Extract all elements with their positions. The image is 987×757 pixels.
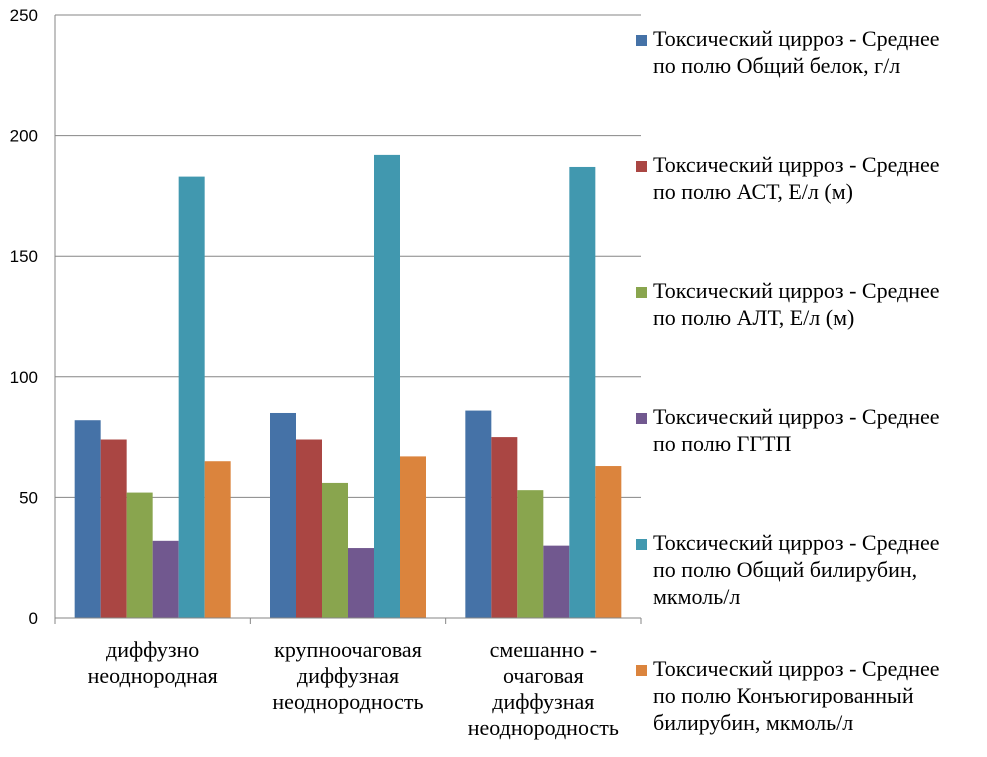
bar: [543, 545, 570, 618]
legend-label-line: Токсический цирроз - Среднее: [653, 530, 940, 555]
bar: [74, 420, 101, 618]
y-tick-label: 250: [10, 6, 38, 25]
x-category-line: диффузная: [297, 663, 399, 688]
bar: [322, 482, 348, 618]
y-tick-label: 100: [10, 368, 38, 387]
legend-label-line: Токсический цирроз - Среднее: [653, 152, 940, 177]
legend-label-line: билирубин, мкмоль/л: [653, 710, 853, 735]
legend-label-line: по полю АСТ, Е/л (м): [653, 179, 853, 204]
legend-label-line: Токсический цирроз - Среднее: [653, 404, 940, 429]
legend-entry: Токсический цирроз - Среднее по полю Конъ…: [636, 656, 940, 735]
bar: [296, 439, 322, 618]
legend-label: Токсический цирроз - Среднее по полю Конъ…: [653, 656, 940, 735]
legend-swatch: [636, 35, 647, 46]
legend-label-line: Токсический цирроз - Среднее: [653, 278, 940, 303]
bar: [517, 490, 544, 618]
x-category-line: диффузно: [106, 637, 199, 662]
bar: [270, 412, 296, 618]
bar: [465, 410, 492, 618]
legend: Токсический цирроз - Среднее по полю Общи…: [636, 26, 940, 735]
bar: [348, 548, 374, 618]
x-category-line: крупноочаговая: [274, 637, 422, 662]
legend-label-line: мкмоль/л: [653, 584, 740, 609]
x-category-label: крупноочаговая диффузная неоднородность: [272, 637, 423, 714]
legend-label-line: по полю Конъюгированный: [653, 683, 914, 708]
legend-label: Токсический цирроз - Среднее по полю ГГТП: [653, 404, 940, 456]
bar: [491, 437, 518, 618]
legend-label-line: Токсический цирроз - Среднее: [653, 656, 940, 681]
y-tick-label: 50: [19, 488, 38, 507]
legend-swatch: [636, 665, 647, 676]
legend-entry: Токсический цирроз - Среднее по полю АСТ,…: [636, 152, 940, 204]
axes: [54, 15, 642, 624]
bar: [152, 540, 179, 618]
legend-label: Токсический цирроз - Среднее по полю АСТ,…: [653, 152, 940, 204]
x-category-label: смешанно -очаговая диффузная неоднородност…: [468, 637, 619, 740]
legend-label-line: по полю Общий белок, г/л: [653, 53, 900, 78]
legend-swatch: [636, 287, 647, 298]
x-category-label: диффузно неоднородная: [88, 637, 218, 688]
bar: [400, 456, 426, 618]
legend-label-line: Токсический цирроз - Среднее: [653, 26, 940, 51]
bar: [595, 466, 622, 618]
x-category-line: неоднородность: [272, 689, 423, 714]
legend-label-line: по полю АЛТ, Е/л (м): [653, 305, 854, 330]
gridlines: [55, 14, 641, 498]
bar: [178, 176, 205, 618]
legend-swatch: [636, 161, 647, 172]
y-tick-label: 150: [10, 247, 38, 266]
x-category-line: неоднородная: [88, 663, 218, 688]
bars: [74, 154, 622, 618]
bar: [374, 154, 400, 618]
legend-label-line: по полю Общий билирубин,: [653, 557, 917, 582]
x-category-line: очаговая: [503, 663, 584, 688]
bar: [126, 492, 153, 618]
bar: [204, 461, 231, 618]
x-category-line: диффузная: [492, 689, 594, 714]
legend-label: Токсический цирроз - Среднее по полю АЛТ,…: [653, 278, 940, 330]
bar: [569, 166, 596, 618]
legend-entry: Токсический цирроз - Среднее по полю ГГТП: [636, 404, 940, 456]
legend-swatch: [636, 413, 647, 424]
bar: [100, 439, 127, 618]
legend-label: Токсический цирроз - Среднее по полю Общи…: [653, 530, 940, 609]
legend-entry: Токсический цирроз - Среднее по полю Общи…: [636, 530, 940, 609]
y-tick-label: 0: [29, 609, 38, 628]
legend-entry: Токсический цирроз - Среднее по полю АЛТ,…: [636, 278, 940, 330]
y-axis-ticks: 0 50 100 150 200 250: [10, 6, 38, 628]
legend-label-line: по полю ГГТП: [653, 431, 792, 456]
legend-entry: Токсический цирроз - Среднее по полю Общи…: [636, 26, 940, 78]
legend-label: Токсический цирроз - Среднее по полю Общи…: [653, 26, 940, 78]
x-category-line: смешанно -: [490, 637, 598, 662]
x-category-line: неоднородность: [468, 715, 619, 740]
legend-swatch: [636, 539, 647, 550]
y-tick-label: 200: [10, 127, 38, 146]
